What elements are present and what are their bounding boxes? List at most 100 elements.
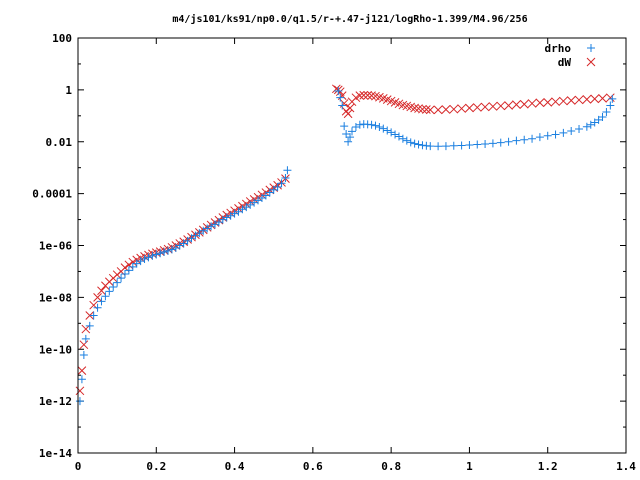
- data-point-drho: [504, 137, 513, 146]
- data-point-dw: [590, 94, 600, 104]
- data-point-drho: [520, 135, 529, 144]
- data-point-dw: [425, 105, 435, 115]
- x-tick-label: 0.4: [225, 460, 245, 473]
- data-point-drho: [340, 122, 349, 131]
- y-tick-label: 0.01: [46, 136, 73, 149]
- data-point-drho: [85, 321, 94, 330]
- data-point-drho: [379, 124, 388, 133]
- data-point-drho: [559, 128, 568, 137]
- data-point-drho: [406, 138, 415, 147]
- data-point-dw: [410, 103, 419, 113]
- data-point-dw: [605, 93, 615, 103]
- y-tick-label: 1e-06: [39, 240, 72, 253]
- data-point-dw: [488, 102, 498, 111]
- data-point-drho: [128, 262, 137, 271]
- data-point-drho: [93, 303, 102, 312]
- data-point-drho: [273, 183, 282, 192]
- data-point-drho: [426, 142, 435, 151]
- data-point-dw: [480, 102, 490, 112]
- data-point-drho: [602, 108, 611, 117]
- data-point-drho: [465, 140, 474, 149]
- data-point-drho: [277, 179, 286, 188]
- x-tick-label: 0.8: [381, 460, 401, 473]
- data-point-drho: [207, 222, 216, 231]
- data-point-drho: [344, 137, 353, 146]
- data-point-drho: [346, 133, 355, 142]
- data-point-drho: [481, 139, 490, 148]
- data-point-drho: [387, 128, 396, 137]
- data-point-dw: [457, 104, 466, 113]
- x-tick-label: 1.2: [538, 460, 558, 473]
- data-point-drho: [136, 257, 145, 266]
- axis-ticks: 0 0.2 0.4 0.6 0.8 1 1.2 1.4 1e-14 1e-12 1e-10 1e-08…: [32, 32, 636, 473]
- y-tick-label: 1e-14: [39, 447, 72, 460]
- data-point-drho: [488, 139, 497, 148]
- data-point-dw: [128, 257, 138, 267]
- data-point-drho: [105, 287, 114, 296]
- data-point-drho: [608, 94, 617, 103]
- data-point-dw: [582, 95, 592, 104]
- data-point-drho: [441, 142, 450, 151]
- data-point-drho: [528, 134, 537, 143]
- data-point-drho: [414, 140, 423, 149]
- data-point-dw: [77, 366, 87, 375]
- data-point-drho: [402, 136, 411, 145]
- data-point-dw: [535, 98, 545, 108]
- legend-marker-drho: [587, 44, 595, 52]
- data-point-drho: [338, 101, 347, 110]
- data-point-dw: [559, 96, 568, 106]
- legend: drho dW: [545, 42, 596, 69]
- y-tick-label: 1e-08: [39, 291, 72, 304]
- plot-border: [77, 37, 627, 454]
- data-point-drho: [496, 138, 505, 147]
- data-point-drho: [342, 129, 351, 138]
- data-point-drho: [336, 93, 345, 102]
- data-point-drho: [152, 250, 161, 259]
- data-point-dw: [79, 340, 89, 350]
- data-point-drho: [348, 127, 356, 136]
- data-point-drho: [222, 213, 231, 222]
- data-point-dw: [598, 94, 607, 103]
- y-tick-label: 0.0001: [32, 188, 72, 201]
- data-point-drho: [164, 246, 173, 255]
- data-point-drho: [144, 253, 153, 262]
- data-point-drho: [355, 120, 364, 129]
- data-point-dw: [543, 98, 553, 107]
- y-tick-label: 1e-12: [39, 395, 72, 408]
- data-point-drho: [124, 266, 133, 275]
- y-tick-label: 100: [52, 32, 72, 45]
- data-point-drho: [598, 112, 607, 121]
- data-point-dw: [433, 105, 443, 115]
- data-point-drho: [156, 249, 165, 258]
- data-point-dw: [472, 103, 482, 112]
- data-point-drho: [582, 122, 591, 131]
- data-point-dw: [418, 104, 427, 114]
- data-point-drho: [77, 375, 86, 384]
- data-point-drho: [140, 255, 149, 264]
- data-point-drho: [101, 292, 110, 301]
- data-point-drho: [113, 278, 122, 287]
- data-point-drho: [410, 139, 419, 148]
- data-point-drho: [398, 134, 407, 143]
- data-point-drho: [79, 351, 88, 360]
- data-point-dw: [527, 99, 537, 108]
- data-point-dw: [414, 104, 423, 113]
- data-point-dw: [566, 96, 576, 105]
- data-marks: [75, 84, 617, 406]
- y-tick-label: 1: [65, 84, 72, 97]
- data-point-drho: [457, 141, 466, 150]
- data-point-drho: [75, 397, 84, 406]
- x-tick-label: 1: [466, 460, 473, 473]
- data-point-drho: [148, 251, 157, 260]
- x-tick-label: 0: [75, 460, 82, 473]
- data-point-drho: [367, 120, 376, 129]
- data-point-dw: [449, 104, 459, 114]
- data-point-drho: [283, 166, 292, 175]
- data-point-drho: [375, 123, 384, 132]
- data-point-drho: [238, 205, 247, 214]
- data-point-drho: [434, 142, 443, 151]
- data-point-dw: [343, 109, 353, 119]
- data-point-drho: [160, 248, 169, 257]
